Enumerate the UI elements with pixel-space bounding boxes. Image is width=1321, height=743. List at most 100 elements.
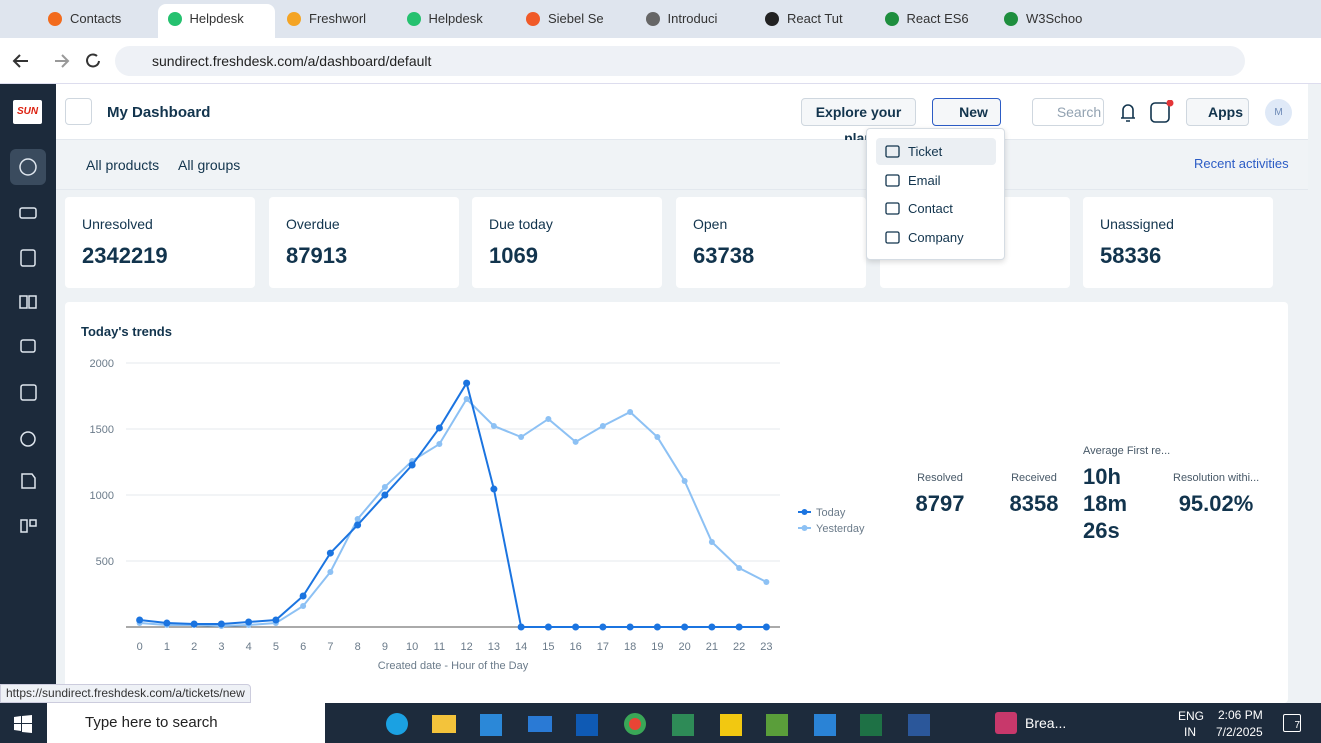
data-point	[627, 408, 634, 415]
tab[interactable]: Introduci	[636, 4, 753, 38]
tab-icon	[287, 12, 301, 26]
tab[interactable]: Helpdesk	[397, 4, 514, 38]
x-tick-label: 12	[461, 641, 473, 653]
menu-label: Contact	[908, 201, 953, 216]
region[interactable]: IN	[1184, 725, 1196, 739]
data-point	[436, 441, 443, 448]
data-point	[272, 616, 280, 624]
x-axis-label: Created date - Hour of the Day	[378, 660, 529, 672]
lang[interactable]: ENG	[1178, 709, 1205, 723]
stat-label: Average First re...	[1083, 445, 1171, 457]
tab-icon	[884, 12, 899, 26]
stat-card: Overdue 87913	[269, 197, 459, 288]
tab[interactable]: Helpdesk	[157, 4, 275, 38]
new-button[interactable]: New	[932, 98, 1001, 126]
x-tick-label: 21	[706, 641, 718, 653]
clock-time[interactable]: 2:06 PM	[1218, 708, 1263, 722]
x-tick-label: 13	[488, 641, 500, 653]
data-point	[735, 623, 743, 631]
tab-title: W3Schoo	[1026, 11, 1083, 26]
stat-label: Received	[1011, 472, 1057, 484]
legend-dot	[801, 525, 808, 531]
running-app[interactable]: Brea...	[1025, 715, 1067, 731]
x-tick-label: 5	[273, 641, 279, 653]
data-point	[681, 623, 689, 631]
tab[interactable]: Contacts	[38, 4, 155, 38]
data-point	[354, 521, 362, 529]
x-tick-label: 23	[760, 641, 772, 653]
stat: Average First re... 10h 18m 26s	[1083, 445, 1171, 544]
card-value: 1069	[489, 243, 538, 268]
tab-title: Helpdesk	[189, 11, 244, 26]
start-button[interactable]	[14, 715, 32, 733]
tab-icon	[167, 12, 182, 26]
x-tick-label: 17	[597, 641, 609, 653]
data-point	[490, 485, 498, 493]
data-point	[518, 434, 525, 441]
clock-date[interactable]: 7/2/2025	[1216, 725, 1263, 739]
x-tick-label: 10	[406, 641, 418, 653]
data-point	[327, 568, 334, 575]
y-tick-label: 1500	[90, 424, 114, 436]
tab-icon	[1004, 12, 1018, 26]
stat-card: Open 63738	[676, 197, 866, 288]
x-tick-label: 6	[300, 641, 306, 653]
data-point	[653, 623, 661, 631]
menu-label: Ticket	[908, 144, 943, 159]
data-point	[708, 538, 715, 545]
x-tick-label: 20	[679, 641, 691, 653]
data-point	[599, 422, 606, 429]
tab-title: React ES6	[906, 11, 969, 26]
url-bar[interactable]: sundirect.freshdesk.com/a/dashboard/defa…	[115, 46, 1245, 76]
app-icon[interactable]	[995, 712, 1017, 734]
legend-label: Yesterday	[816, 523, 865, 535]
recent-activities[interactable]: Recent activities	[1194, 156, 1289, 171]
legend-label: Today	[816, 507, 846, 519]
notification-badge[interactable]: 7	[1283, 714, 1301, 732]
nav-active[interactable]	[10, 149, 46, 185]
card-label: Open	[693, 216, 728, 232]
tab[interactable]: Freshworl	[277, 4, 394, 38]
tab-icon	[406, 12, 421, 26]
logo[interactable]: SUN	[13, 100, 42, 124]
groups-filter[interactable]: All groups	[178, 157, 241, 173]
stat-card: Unresolved 2342219	[65, 197, 255, 288]
tab-title: React Tut	[787, 11, 843, 26]
stat-value: 95.02%	[1178, 491, 1254, 516]
new-menu: Ticket Email Contact Company	[866, 128, 1005, 260]
series-line	[139, 397, 767, 627]
data-point	[626, 623, 634, 631]
nav-buttons[interactable]	[10, 50, 110, 72]
tab-title: Contacts	[70, 11, 122, 26]
menu-item[interactable]: Ticket	[876, 138, 996, 165]
stat-label: Resolution withi...	[1173, 472, 1260, 484]
card-label: Unassigned	[1100, 216, 1174, 232]
products-filter[interactable]: All products	[86, 157, 160, 173]
tab-icon	[526, 12, 540, 26]
nav-icons[interactable]	[18, 156, 40, 556]
header-icons[interactable]	[1116, 100, 1176, 126]
tab[interactable]: React Tut	[755, 4, 872, 38]
x-tick-label: 18	[624, 641, 636, 653]
tab[interactable]: React ES6	[875, 4, 992, 38]
menu-toggle[interactable]	[65, 98, 92, 125]
menu-item[interactable]: Company	[876, 224, 996, 251]
tab[interactable]: W3Schoo	[994, 4, 1111, 38]
tab[interactable]: Siebel Se	[516, 4, 633, 38]
status-url: https://sundirect.freshdesk.com/a/ticket…	[0, 684, 251, 703]
search-button[interactable]: Search	[1032, 98, 1104, 126]
stat-value: 10h 18m 26s	[1083, 464, 1128, 543]
x-tick-label: 14	[515, 641, 527, 653]
pinned-apps[interactable]	[336, 711, 956, 737]
menu-item[interactable]: Contact	[876, 195, 996, 222]
explore-button[interactable]: Explore your plan	[801, 98, 916, 146]
menu-item[interactable]: Email	[876, 167, 996, 194]
avatar[interactable]: M	[1265, 99, 1292, 126]
apps-button[interactable]: Apps	[1186, 98, 1249, 126]
taskbar-search[interactable]: Type here to search	[47, 703, 325, 743]
menu-icon	[885, 202, 900, 215]
data-point	[435, 424, 443, 432]
tab-bar: Contacts Helpdesk Freshworl Helpdesk Siebel …	[0, 0, 1321, 38]
x-tick-label: 0	[137, 641, 143, 653]
